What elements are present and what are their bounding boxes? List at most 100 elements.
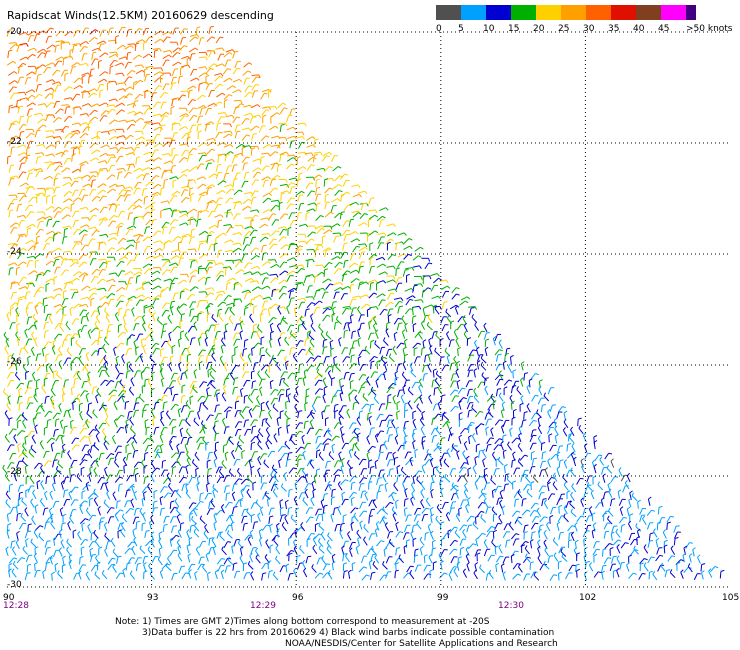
wind-barb bbox=[52, 247, 59, 253]
wind-barb bbox=[304, 309, 307, 317]
wind-barb bbox=[401, 318, 407, 325]
wind-barb-tick bbox=[211, 344, 215, 348]
wind-barb bbox=[347, 324, 351, 332]
wind-barb-tick bbox=[252, 380, 257, 383]
wind-barb bbox=[55, 40, 63, 43]
wind-barb bbox=[17, 62, 24, 69]
wind-barb bbox=[296, 378, 300, 386]
wind-barb-tick bbox=[435, 370, 438, 375]
wind-barb-tick bbox=[94, 276, 99, 278]
wind-barb bbox=[306, 136, 313, 141]
wind-barb bbox=[161, 171, 165, 179]
wind-barb bbox=[133, 271, 140, 276]
wind-barb-tick bbox=[309, 348, 313, 351]
wind-barb bbox=[253, 294, 261, 300]
wind-barb bbox=[107, 39, 115, 42]
wind-barb bbox=[108, 183, 116, 188]
wind-barb bbox=[206, 307, 209, 315]
wind-barb-tick bbox=[156, 347, 160, 350]
wind-barb bbox=[10, 292, 14, 300]
wind-barb-tick bbox=[51, 345, 56, 349]
wind-barb bbox=[15, 309, 20, 317]
wind-barb bbox=[594, 454, 600, 461]
wind-barb bbox=[63, 177, 71, 179]
wind-barb bbox=[37, 118, 44, 124]
wind-barb bbox=[314, 290, 317, 298]
wind-barb-tick bbox=[75, 356, 80, 359]
wind-barb-tick bbox=[274, 389, 279, 391]
wind-barb bbox=[127, 295, 135, 300]
wind-barb-tick bbox=[193, 147, 197, 150]
wind-barb-tick bbox=[531, 451, 535, 454]
wind-barb-tick bbox=[130, 45, 134, 49]
wind-barb bbox=[169, 301, 173, 309]
wind-barb bbox=[321, 155, 327, 162]
wind-barb bbox=[495, 354, 499, 362]
wind-barb bbox=[171, 99, 174, 107]
wind-barb bbox=[34, 389, 37, 397]
wind-barb bbox=[213, 452, 218, 459]
wind-barb-tick bbox=[166, 302, 170, 305]
wind-barb bbox=[297, 122, 305, 125]
wind-barb bbox=[52, 412, 58, 420]
wind-barb-tick bbox=[380, 430, 385, 432]
wind-barb-tick bbox=[608, 452, 613, 455]
wind-barb bbox=[64, 132, 70, 139]
wind-barb bbox=[30, 447, 37, 454]
wind-barb bbox=[431, 435, 435, 443]
wind-barb bbox=[271, 163, 276, 170]
wind-barb-tick bbox=[420, 246, 424, 250]
wind-barb bbox=[232, 299, 235, 307]
wind-barb-tick bbox=[492, 336, 497, 339]
wind-barb-tick bbox=[357, 306, 360, 310]
wind-barb bbox=[132, 450, 136, 458]
wind-barb-tick bbox=[71, 386, 75, 389]
wind-barb bbox=[223, 94, 230, 100]
wind-barb bbox=[326, 430, 333, 437]
wind-barb bbox=[150, 462, 156, 470]
wind-barb-tick bbox=[83, 427, 88, 430]
wind-barb-tick bbox=[448, 426, 453, 431]
wind-barb-tick bbox=[348, 392, 352, 396]
wind-barb-tick bbox=[132, 164, 136, 168]
wind-barb bbox=[159, 370, 164, 378]
wind-barb bbox=[448, 429, 453, 437]
wind-barb-tick bbox=[59, 322, 63, 327]
wind-barb-tick bbox=[265, 348, 268, 352]
wind-barb-tick bbox=[451, 443, 454, 447]
wind-barb bbox=[198, 72, 205, 78]
wind-barb-tick bbox=[96, 251, 99, 256]
wind-barb-tick bbox=[138, 205, 143, 209]
wind-barb bbox=[434, 380, 440, 387]
wind-barb-tick bbox=[195, 259, 198, 264]
wind-barb-tick bbox=[92, 175, 97, 178]
wind-barb bbox=[177, 410, 181, 418]
wind-barb-tick bbox=[426, 448, 429, 453]
wind-barb bbox=[168, 227, 173, 235]
wind-barb-tick bbox=[128, 386, 132, 391]
wind-barb-tick bbox=[48, 341, 52, 344]
wind-barb bbox=[225, 49, 233, 53]
wind-barb bbox=[98, 217, 106, 221]
wind-barb bbox=[4, 436, 10, 443]
wind-barb-tick bbox=[205, 291, 208, 296]
wind-barb-tick bbox=[93, 442, 96, 446]
wind-barb bbox=[217, 155, 219, 163]
wind-barb-tick bbox=[101, 402, 105, 406]
wind-barb bbox=[484, 340, 487, 348]
wind-barb-tick bbox=[428, 337, 432, 341]
wind-barb-tick bbox=[193, 114, 198, 117]
wind-barb bbox=[41, 387, 47, 394]
wind-barb-tick bbox=[121, 286, 126, 290]
wind-barb-tick bbox=[326, 427, 330, 432]
wind-barb bbox=[436, 445, 442, 452]
wind-barb bbox=[322, 151, 330, 157]
wind-barb-tick bbox=[85, 63, 89, 67]
wind-barb bbox=[333, 460, 338, 468]
wind-barb-tick bbox=[474, 321, 478, 326]
wind-barb bbox=[469, 307, 472, 315]
wind-barb bbox=[45, 27, 51, 34]
wind-barb-tick bbox=[287, 226, 292, 230]
wind-barb-tick bbox=[268, 409, 272, 414]
wind-barb-tick bbox=[352, 422, 357, 424]
